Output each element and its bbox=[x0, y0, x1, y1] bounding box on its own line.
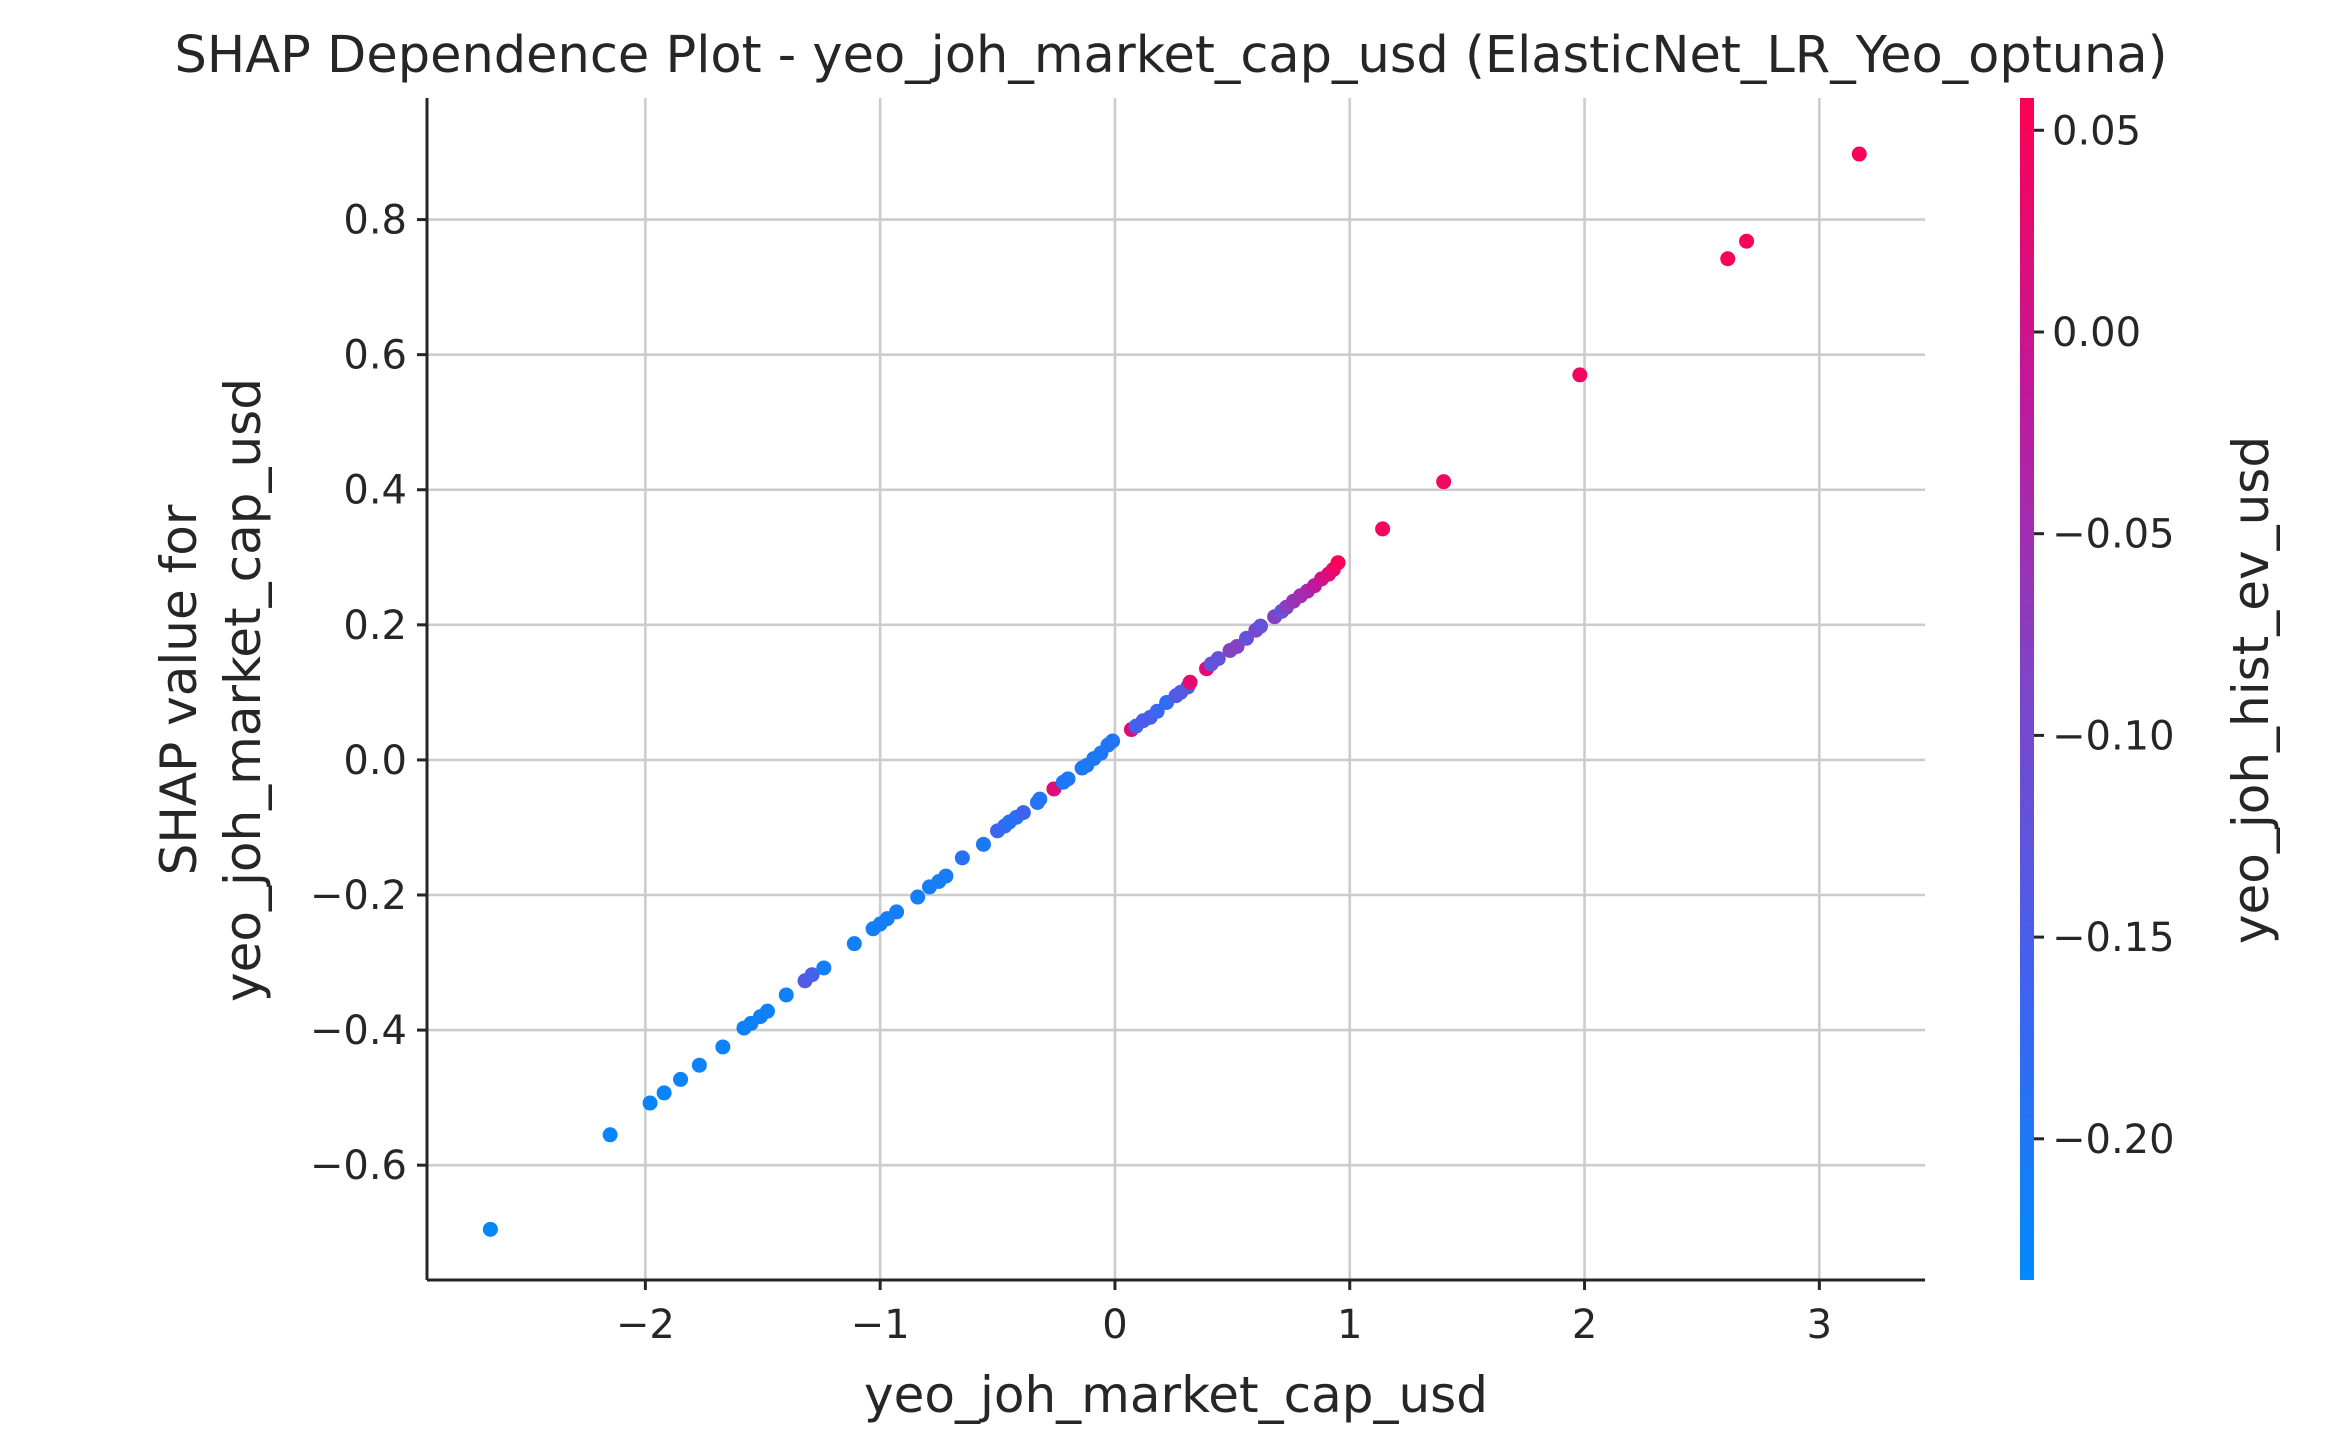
x-ticks: −2 −1 0 1 2 3 bbox=[616, 1280, 1832, 1348]
x-axis-label: yeo_joh_market_cap_usd bbox=[864, 1366, 1488, 1424]
colorbar-ticks: 0.05 0.00 −0.05 −0.10 −0.15 −0.20 bbox=[2034, 108, 2175, 1163]
x-tick-label: 2 bbox=[1572, 1302, 1597, 1348]
y-tick-label: 0.8 bbox=[343, 198, 407, 244]
scatter-point bbox=[715, 1039, 731, 1055]
colorbar bbox=[2020, 98, 2034, 1280]
x-tick-label: 3 bbox=[1807, 1302, 1832, 1348]
chart-title: SHAP Dependence Plot - yeo_joh_market_ca… bbox=[174, 26, 2167, 85]
colorbar-label: yeo_joh_hist_ev_usd bbox=[2222, 436, 2280, 944]
x-tick-label: −2 bbox=[616, 1302, 675, 1348]
y-tick-label: 0.4 bbox=[343, 468, 407, 514]
x-tick-label: 0 bbox=[1102, 1302, 1127, 1348]
scatter-point bbox=[673, 1071, 689, 1087]
scatter-point bbox=[778, 987, 794, 1003]
y-tick-label: 0.0 bbox=[343, 738, 407, 784]
scatter-point bbox=[1375, 521, 1391, 537]
y-axis-label: SHAP value for yeo_joh_market_cap_usd bbox=[150, 378, 272, 1002]
scatter-point bbox=[1032, 791, 1048, 807]
x-tick-label: 1 bbox=[1337, 1302, 1362, 1348]
scatter-point bbox=[804, 967, 820, 983]
y-tick-label: 0.2 bbox=[343, 603, 407, 649]
scatter-point bbox=[889, 904, 905, 920]
y-axis-label-line-1: SHAP value for bbox=[150, 504, 208, 875]
scatter-point bbox=[602, 1127, 618, 1143]
colorbar-tick-label: −0.20 bbox=[2052, 1117, 2175, 1163]
points-layer bbox=[482, 146, 1867, 1237]
scatter-point bbox=[1105, 733, 1121, 749]
scatter-point bbox=[1436, 474, 1452, 490]
colorbar-tick-label: −0.10 bbox=[2052, 713, 2175, 759]
scatter-point bbox=[1739, 233, 1755, 249]
scatter-point bbox=[642, 1095, 658, 1111]
scatter-point bbox=[482, 1221, 498, 1237]
scatter-point bbox=[1060, 771, 1076, 787]
colorbar-tick-label: 0.00 bbox=[2052, 310, 2141, 356]
colorbar-tick-label: 0.05 bbox=[2052, 108, 2141, 154]
y-tick-label: −0.4 bbox=[310, 1008, 407, 1054]
y-tick-label: 0.6 bbox=[343, 333, 407, 379]
scatter-point bbox=[975, 836, 991, 852]
x-tick-label: −1 bbox=[851, 1302, 910, 1348]
scatter-point bbox=[1210, 651, 1226, 667]
scatter-point bbox=[938, 868, 954, 884]
axes-layer bbox=[425, 98, 1925, 1282]
scatter-point bbox=[1182, 674, 1198, 690]
scatter-point bbox=[1572, 367, 1588, 383]
scatter-point bbox=[816, 960, 832, 976]
scatter-point bbox=[1015, 805, 1031, 821]
scatter-point bbox=[656, 1085, 672, 1101]
scatter-point bbox=[1720, 251, 1736, 267]
y-tick-label: −0.6 bbox=[310, 1143, 407, 1189]
scatter-point bbox=[1330, 555, 1346, 571]
colorbar-tick-label: −0.15 bbox=[2052, 915, 2175, 961]
y-axis-label-line-2: yeo_joh_market_cap_usd bbox=[214, 378, 272, 1002]
y-tick-label: −0.2 bbox=[310, 873, 407, 919]
scatter-point bbox=[691, 1057, 707, 1073]
colorbar-tick-label: −0.05 bbox=[2052, 512, 2175, 558]
scatter-point bbox=[1149, 703, 1165, 719]
scatter-point bbox=[954, 850, 970, 866]
y-ticks: −0.6 −0.4 −0.2 0.0 0.2 0.4 0.6 0.8 bbox=[310, 198, 427, 1189]
grid-layer bbox=[427, 98, 1925, 1280]
scatter-point bbox=[846, 936, 862, 952]
scatter-point bbox=[910, 889, 926, 905]
scatter-point bbox=[1253, 618, 1269, 634]
scatter-point bbox=[1851, 146, 1867, 162]
scatter-point bbox=[759, 1003, 775, 1019]
